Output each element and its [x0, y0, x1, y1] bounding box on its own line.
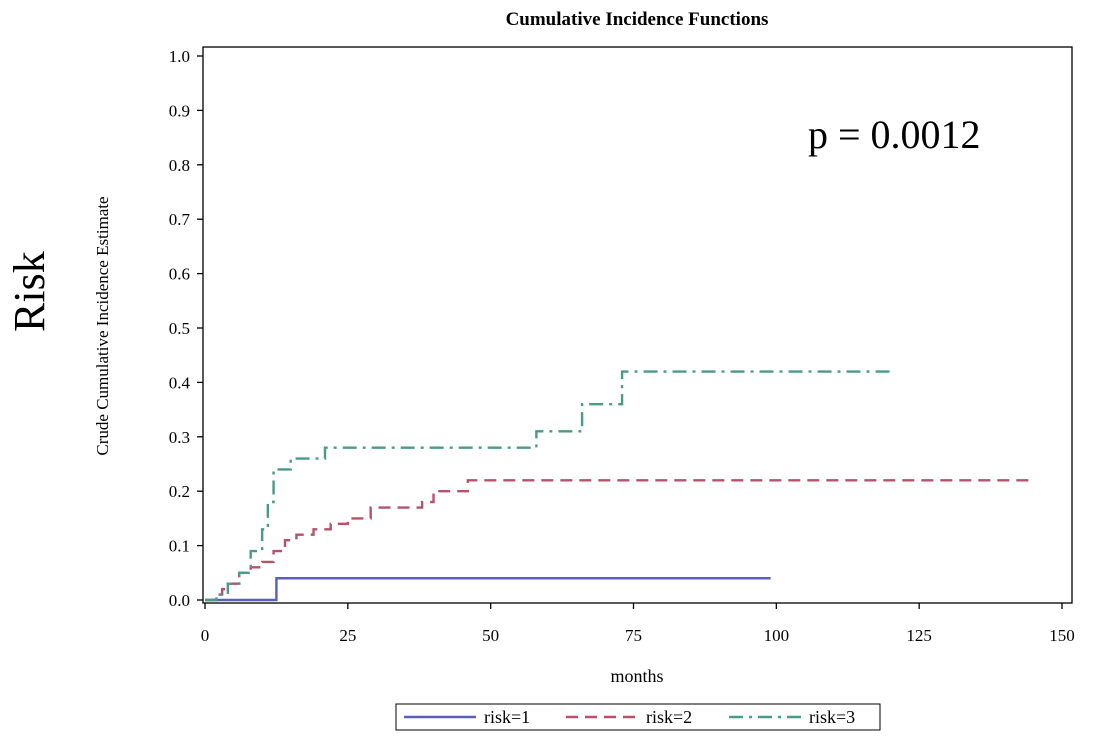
y-tick-label: 0.2 — [169, 482, 190, 501]
y-tick-label: 0.3 — [169, 428, 190, 447]
y-tick-label: 0.8 — [169, 156, 190, 175]
x-tick-label: 25 — [339, 626, 356, 645]
y-tick-label: 0.7 — [169, 210, 191, 229]
y-tick-label: 0.6 — [169, 265, 190, 284]
legend: risk=1 risk=2 risk=3 — [395, 703, 881, 731]
y-tick-label: 0.9 — [169, 101, 190, 120]
legend-label: risk=2 — [646, 707, 692, 727]
x-tick-label: 75 — [625, 626, 642, 645]
x-tick-label: 125 — [906, 626, 932, 645]
x-tick-label: 0 — [201, 626, 210, 645]
y-tick-label: 0.0 — [169, 591, 190, 610]
y-tick-label: 0.5 — [169, 319, 190, 338]
x-tick-label: 100 — [764, 626, 790, 645]
p-value-annotation: p = 0.0012 — [808, 112, 981, 157]
legend-frame — [395, 703, 881, 731]
y-tick-label: 1.0 — [169, 47, 190, 66]
legend-label: risk=1 — [484, 707, 530, 727]
x-axis-label: months — [610, 666, 663, 686]
chart-title: Cumulative Incidence Functions — [506, 9, 769, 30]
series-line-risk-3 — [205, 370, 891, 602]
x-tick-label: 50 — [482, 626, 499, 645]
y-tick-label: 0.1 — [169, 537, 190, 556]
series-group — [205, 370, 1034, 602]
y-axis-label: Crude Cumulative Incidence Estimate — [93, 196, 112, 455]
plot-frame — [202, 46, 1073, 604]
x-tick-label: 150 — [1049, 626, 1075, 645]
y-tick-label: 0.4 — [169, 373, 191, 392]
legend-label: risk=3 — [809, 707, 855, 727]
series-line-risk-2 — [205, 479, 1034, 602]
x-axis: 0 25 50 75 100 125 150 — [201, 603, 1075, 645]
y-axis: 0.0 0.1 0.2 0.3 0.4 0.5 0.6 0.7 0.8 0.9 1.0 — [169, 47, 203, 610]
series-line-risk-1 — [205, 577, 771, 602]
